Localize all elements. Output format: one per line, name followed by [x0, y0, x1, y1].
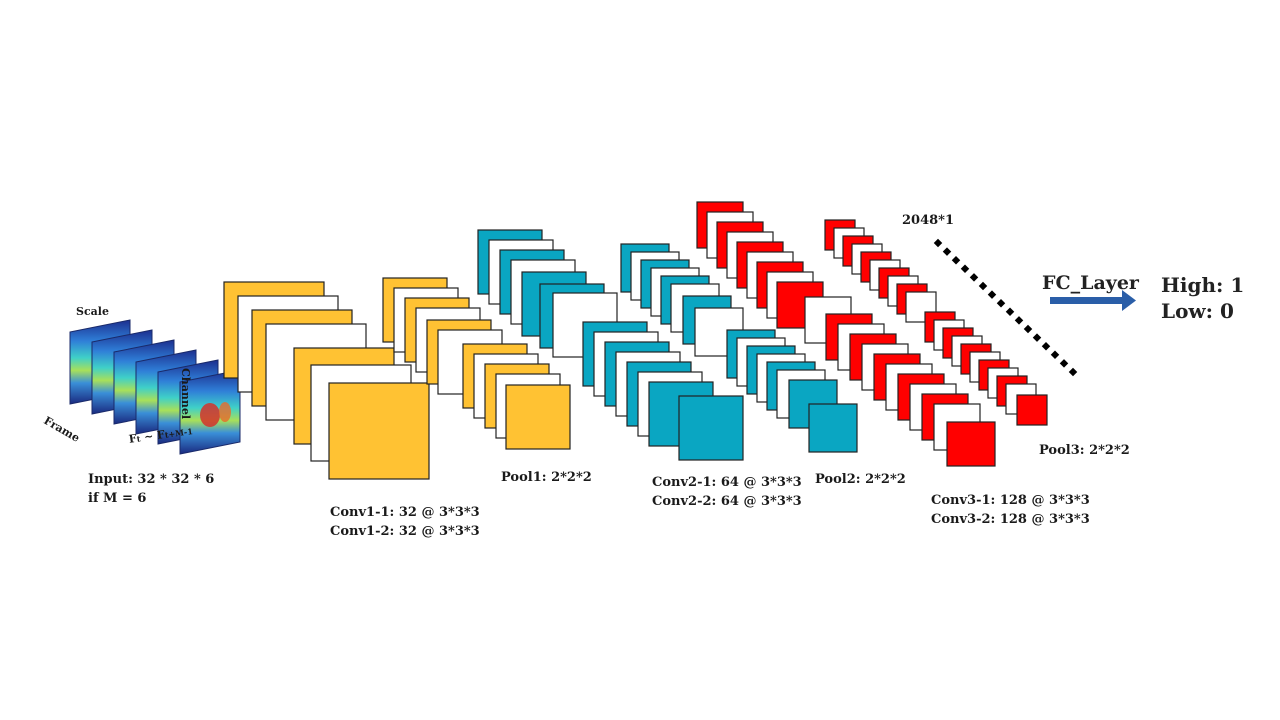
pool3-label: Pool3: 2*2*2 — [1039, 443, 1130, 458]
input-size-text: Input: 32 * 32 * 6 — [88, 472, 215, 487]
fc-dot — [933, 238, 943, 248]
output-label: High: 1 Low: 0 — [1161, 272, 1244, 324]
fc-arrow-icon — [1050, 290, 1136, 311]
conv3-1-text: Conv3-1: 128 @ 3*3*3 — [931, 493, 1090, 508]
fc-dot — [1023, 324, 1033, 334]
input-frame — [179, 369, 241, 455]
fc-dot — [969, 273, 979, 282]
conv3-stack — [696, 201, 996, 467]
conv2-feature-map — [678, 395, 744, 461]
fc-dot — [960, 264, 970, 274]
conv1-feature-map — [328, 382, 430, 480]
axis-channel-label: Channel — [179, 368, 192, 420]
input-condition-text: if M = 6 — [88, 491, 147, 506]
conv2-label: Conv2-1: 64 @ 3*3*3 Conv2-2: 64 @ 3*3*3 — [652, 473, 802, 511]
conv3-label: Conv3-1: 128 @ 3*3*3 Conv3-2: 128 @ 3*3*… — [931, 491, 1090, 529]
fc-dot — [987, 290, 997, 299]
fc-vector-dots — [933, 238, 1078, 377]
conv3-2-text: Conv3-2: 128 @ 3*3*3 — [931, 512, 1090, 527]
output-low-text: Low: 0 — [1161, 299, 1234, 323]
input-spectrogram-stack — [69, 319, 241, 455]
input-label: Input: 32 * 32 * 6 if M = 6 — [88, 470, 214, 508]
pool1-stack — [382, 277, 571, 450]
conv2-2-text: Conv2-2: 64 @ 3*3*3 — [652, 494, 802, 509]
pool1-feature-map — [505, 384, 571, 450]
fc-dot — [1005, 307, 1015, 317]
pool2-feature-map — [808, 403, 858, 453]
conv1-2-text: Conv1-2: 32 @ 3*3*3 — [330, 524, 480, 539]
fc-dot — [1032, 333, 1042, 342]
fc-dot — [978, 281, 988, 291]
pool2-stack — [620, 243, 858, 453]
pool1-label: Pool1: 2*2*2 — [501, 470, 592, 485]
feature-map-layers — [223, 201, 1048, 480]
fc-dot — [1050, 350, 1060, 360]
fc-dot — [951, 255, 961, 265]
pool3-feature-map — [905, 291, 937, 323]
fc-dot — [996, 298, 1006, 308]
fc-dot — [1068, 367, 1078, 377]
output-high-text: High: 1 — [1161, 273, 1245, 297]
pool3-feature-map — [1016, 394, 1048, 426]
fc-dot — [1059, 359, 1069, 368]
conv2-1-text: Conv2-1: 64 @ 3*3*3 — [652, 475, 802, 490]
pool2-label: Pool2: 2*2*2 — [815, 472, 906, 487]
fc-dot — [1014, 316, 1024, 325]
axis-scale-label: Scale — [76, 305, 109, 318]
conv3-feature-map — [946, 421, 996, 467]
fc-dot — [942, 247, 952, 256]
conv1-1-text: Conv1-1: 32 @ 3*3*3 — [330, 505, 480, 520]
fc-layer-label: FC_Layer — [1042, 272, 1139, 294]
conv1-label: Conv1-1: 32 @ 3*3*3 Conv1-2: 32 @ 3*3*3 — [330, 503, 480, 541]
fc-dot — [1041, 341, 1051, 351]
fc-dimension-label: 2048*1 — [902, 213, 955, 228]
conv1-stack — [223, 281, 430, 480]
pool3-stack — [824, 219, 1048, 426]
conv2-stack — [477, 229, 744, 461]
